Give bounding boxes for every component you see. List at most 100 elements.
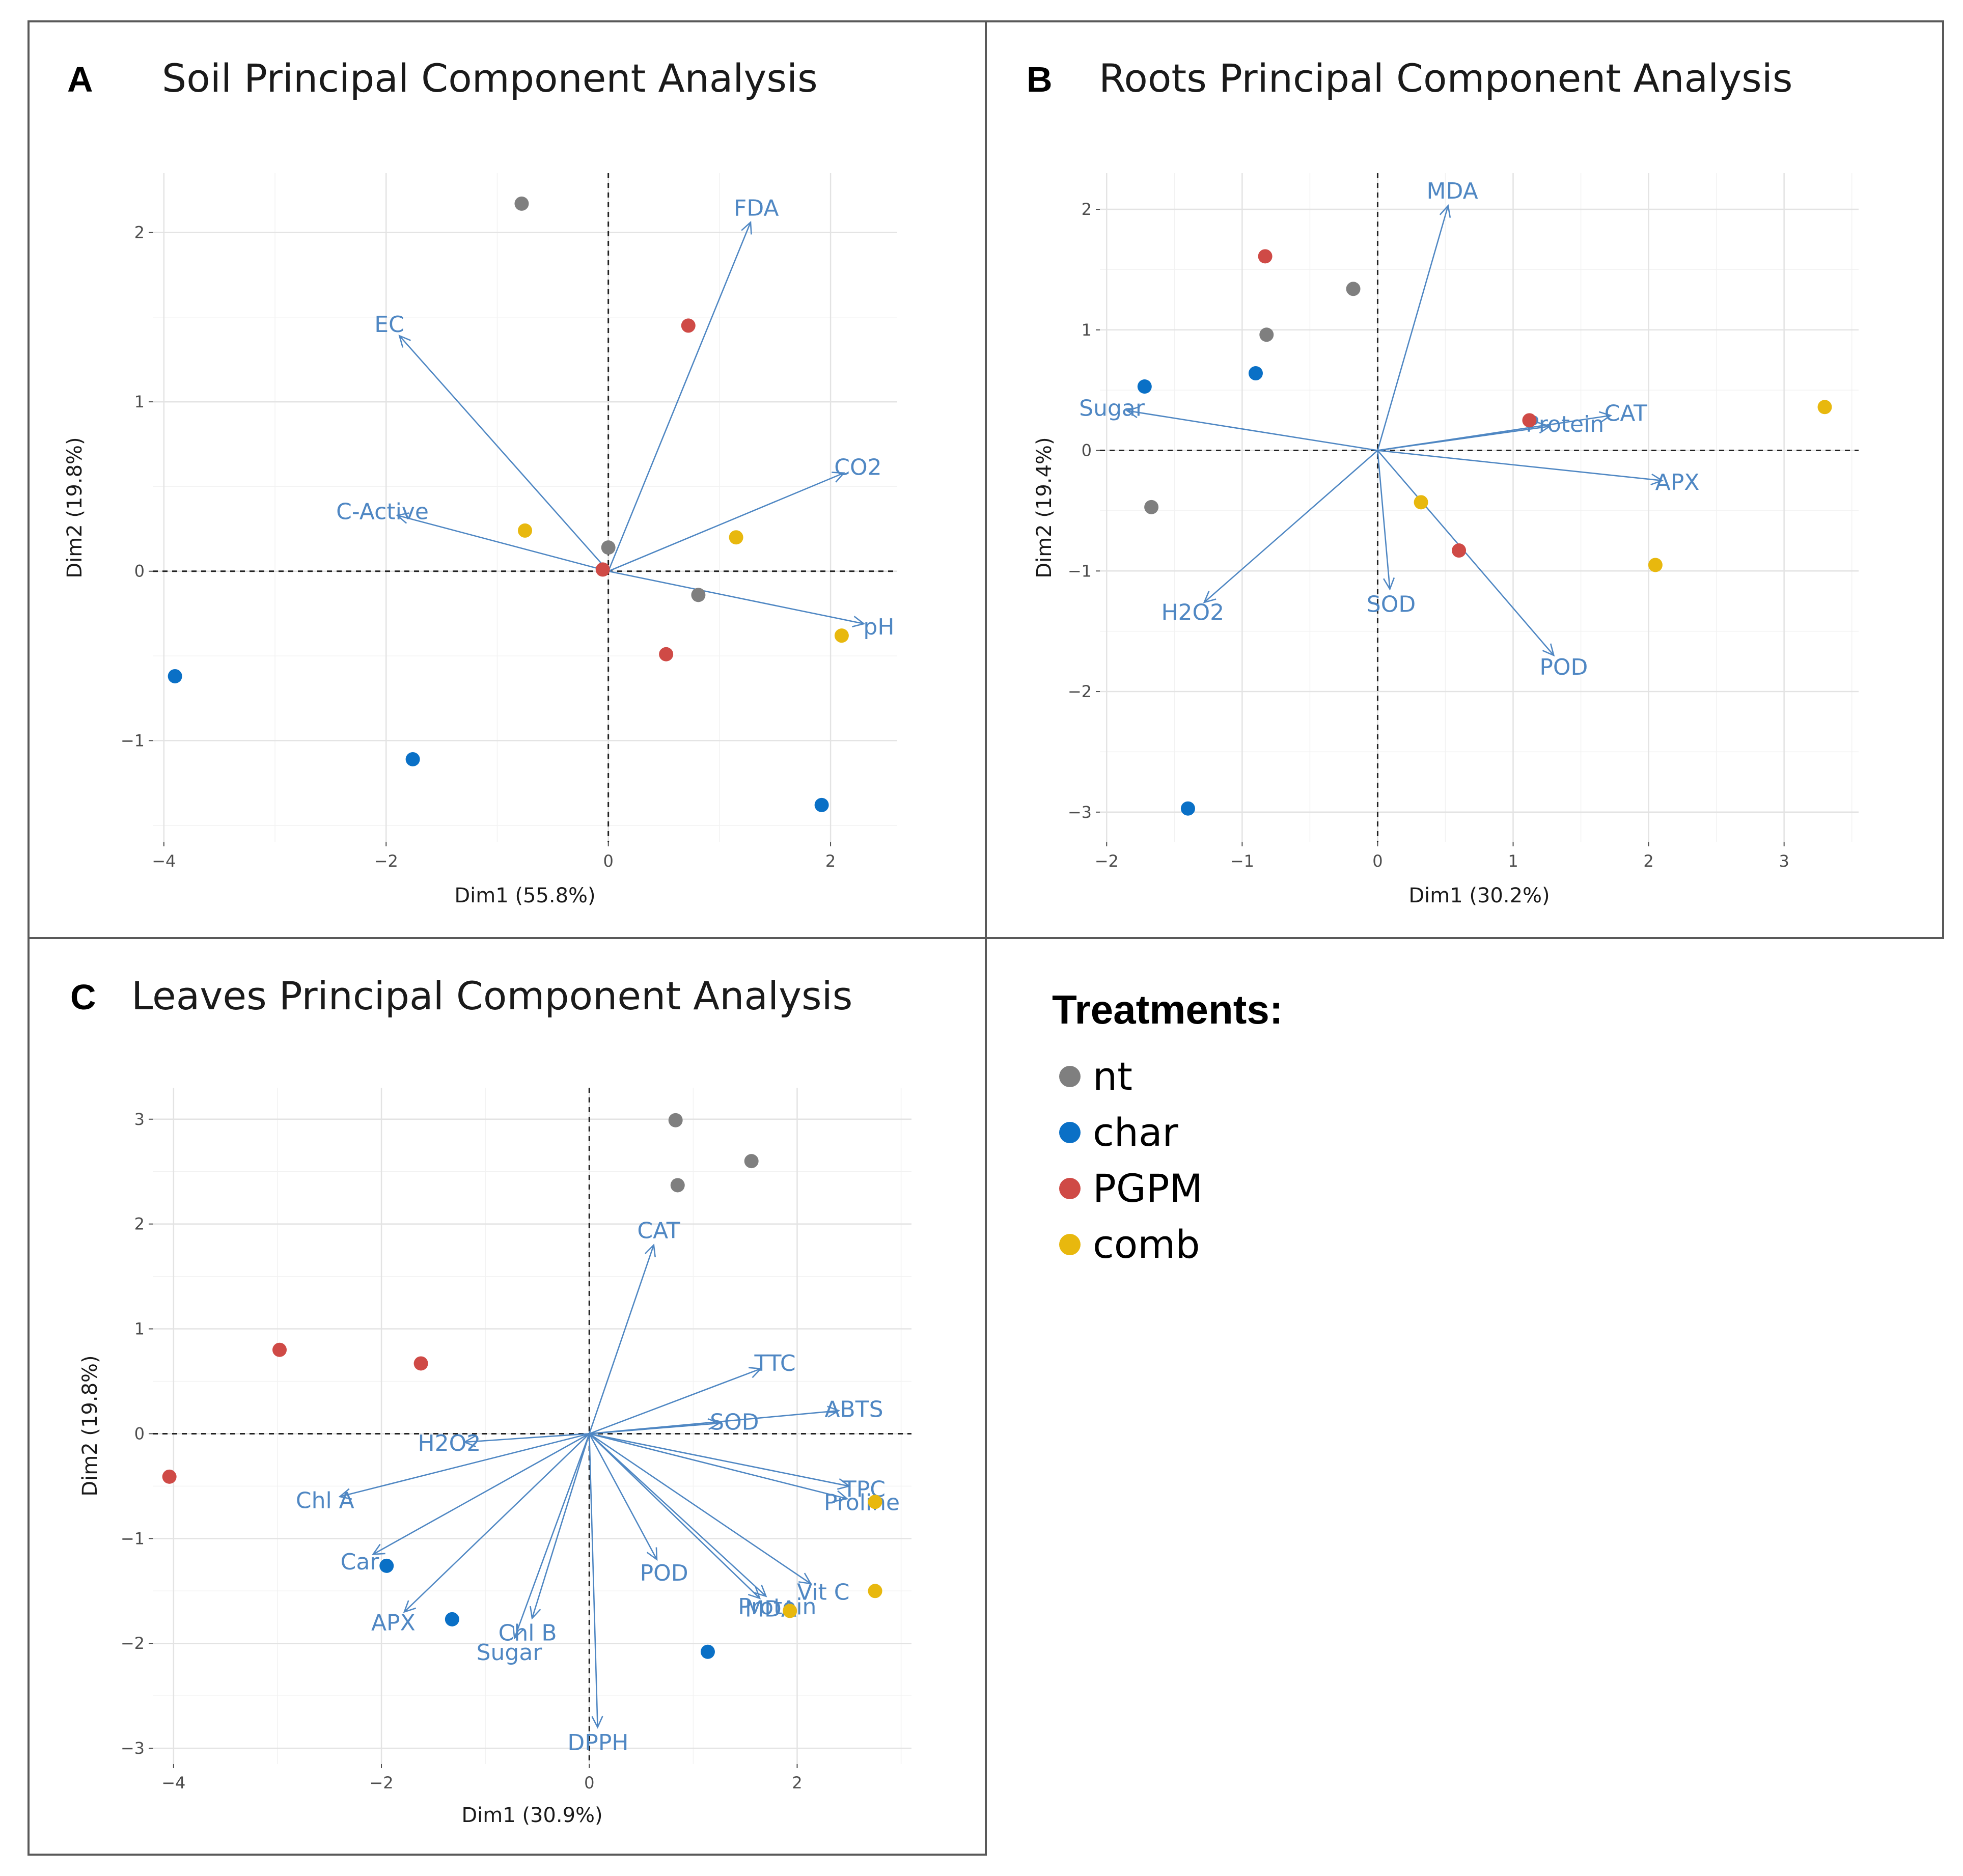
soil-y-tick-label: 1	[134, 392, 145, 411]
leaves-x-tick-label: 2	[792, 1773, 802, 1792]
panel-b-letter: B	[1027, 60, 1053, 99]
leaves-loading-protein-arrowhead	[754, 1584, 767, 1597]
roots-point-comb	[1648, 558, 1663, 572]
soil-loading-co2-arrowhead	[832, 472, 846, 483]
soil-loading-co2-label: CO2	[834, 454, 881, 480]
soil-pca-plot: −4 −2 0 2 −1 0 1 2 Dim1 (55.8%) Dim2 (19.8%) FDA EC…	[63, 173, 897, 907]
roots-y-tick-label: 2	[1082, 200, 1092, 219]
legend-title: Treatments:	[1052, 987, 1283, 1032]
leaves-loading-sugar-arrow	[514, 1433, 590, 1639]
soil-loading-ec-label: EC	[374, 312, 404, 338]
leaves-loading-cat-arrowhead	[645, 1244, 656, 1257]
leaves-loading-abts-arrow	[589, 1410, 839, 1434]
leaves-loading-vit-c-label: Vit C	[797, 1580, 849, 1606]
leaves-x-tick-label: 0	[584, 1773, 594, 1792]
roots-loading-pod-arrowhead	[1542, 643, 1555, 657]
soil-point-comb	[518, 523, 532, 538]
leaves-loading-protein-label: Protein	[738, 1594, 816, 1620]
soil-point-comb	[729, 530, 743, 545]
soil-point-char	[168, 669, 182, 683]
leaves-loading-tpc-arrow	[589, 1433, 849, 1487]
roots-point-pgpm	[1258, 249, 1273, 264]
leaves-loading-dpph-arrowhead	[591, 1716, 603, 1729]
roots-loading-mda-arrowhead	[1439, 204, 1451, 218]
leaves-y-tick-label: −2	[121, 1634, 145, 1653]
soil-point-comb	[834, 628, 849, 643]
leaves-loading-car-arrowhead	[372, 1543, 385, 1555]
leaves-loading-proline-arrow	[589, 1433, 847, 1500]
roots-y-tick-label: 0	[1082, 441, 1092, 460]
soil-loading-c-active-arrowhead	[396, 512, 409, 524]
leaves-loading-h2o2-arrowhead	[463, 1435, 477, 1448]
roots-loading-apx-arrowhead	[1650, 473, 1664, 486]
legend-marker-comb	[1059, 1234, 1081, 1255]
leaves-loading-proline-label: Proline	[824, 1489, 900, 1515]
leaves-loading-mda-arrowhead	[748, 1586, 761, 1599]
roots-y-tick-label: 1	[1082, 320, 1092, 340]
roots-loading-h2o2-arrowhead	[1203, 591, 1216, 603]
roots-point-comb	[1817, 400, 1832, 415]
leaves-x-axis-title: Dim1 (30.9%)	[461, 1804, 602, 1827]
leaves-loading-ttc-arrowhead	[749, 1367, 762, 1378]
leaves-y-tick-label: −1	[121, 1529, 145, 1548]
roots-point-char	[1248, 366, 1263, 381]
roots-loading-h2o2-label: H2O2	[1161, 600, 1224, 626]
leaves-y-axis-title: Dim2 (19.8%)	[78, 1355, 102, 1496]
roots-x-tick-label: −1	[1230, 851, 1254, 871]
roots-loading-apx-label: APX	[1655, 470, 1700, 495]
leaves-loading-chl-b-label: Chl B	[499, 1620, 557, 1646]
leaves-x-tick-label: −2	[369, 1773, 393, 1792]
leaves-loading-cat-arrow	[589, 1245, 655, 1434]
roots-loading-sod-label: SOD	[1367, 592, 1416, 618]
soil-loading-ph-label: pH	[863, 614, 894, 640]
leaves-point-pgpm	[162, 1469, 177, 1484]
soil-loading-ph-arrowhead	[851, 616, 866, 628]
leaves-loading-pod-label: POD	[640, 1560, 688, 1586]
roots-y-tick-label: −1	[1068, 561, 1092, 581]
panel-c-letter: C	[70, 977, 96, 1017]
roots-point-nt	[1259, 327, 1274, 342]
leaves-loading-h2o2-arrow	[464, 1433, 590, 1443]
panel-a-letter: A	[67, 60, 93, 99]
soil-x-tick-label: 2	[825, 851, 836, 871]
roots-point-nt	[1346, 282, 1361, 296]
soil-loading-fda-arrow	[607, 222, 752, 572]
leaves-point-nt	[668, 1113, 683, 1127]
leaves-loading-apx-label: APX	[371, 1610, 416, 1636]
leaves-loading-car-label: Car	[341, 1549, 380, 1575]
roots-point-pgpm	[1452, 543, 1467, 558]
leaves-y-tick-label: 3	[134, 1110, 145, 1129]
legend-label-comb: comb	[1093, 1222, 1200, 1267]
roots-point-comb	[1414, 495, 1428, 510]
soil-point-nt	[514, 196, 529, 211]
soil-loading-fda-label: FDA	[734, 196, 779, 222]
leaves-loading-sod-arrowhead	[707, 1418, 721, 1430]
roots-loading-mda-arrow	[1377, 205, 1449, 451]
soil-loading-fda-arrowhead	[741, 220, 752, 235]
leaves-point-comb	[783, 1604, 797, 1618]
leaves-loading-cat-label: CAT	[637, 1218, 680, 1244]
leaves-loading-chl-a-arrow	[340, 1433, 590, 1498]
leaves-loading-dpph-label: DPPH	[567, 1730, 628, 1756]
roots-loading-protein-arrowhead	[1538, 422, 1552, 434]
legend-label-char: char	[1093, 1110, 1179, 1155]
roots-loading-mda-label: MDA	[1427, 178, 1478, 204]
leaves-loading-pod-arrowhead	[646, 1547, 658, 1561]
soil-point-pgpm	[659, 647, 674, 661]
leaves-loading-ttc-label: TTC	[754, 1350, 796, 1376]
leaves-loading-mda-arrow	[589, 1433, 760, 1599]
leaves-point-nt	[670, 1178, 685, 1193]
leaves-loading-apx-arrow	[404, 1433, 590, 1613]
soil-loading-co2-arrow	[608, 472, 844, 572]
legend-marker-pgpm	[1059, 1178, 1081, 1199]
roots-y-tick-label: −2	[1068, 682, 1092, 701]
panel-c-border	[27, 937, 987, 1856]
leaves-point-pgpm	[413, 1356, 428, 1371]
roots-point-pgpm	[1522, 413, 1537, 428]
leaves-point-char	[379, 1558, 394, 1573]
leaves-loading-h2o2-label: H2O2	[418, 1430, 481, 1456]
roots-x-tick-label: 0	[1372, 851, 1383, 871]
legend-marker-char	[1059, 1122, 1081, 1143]
soil-loading-c-active-label: C-Active	[336, 499, 429, 525]
